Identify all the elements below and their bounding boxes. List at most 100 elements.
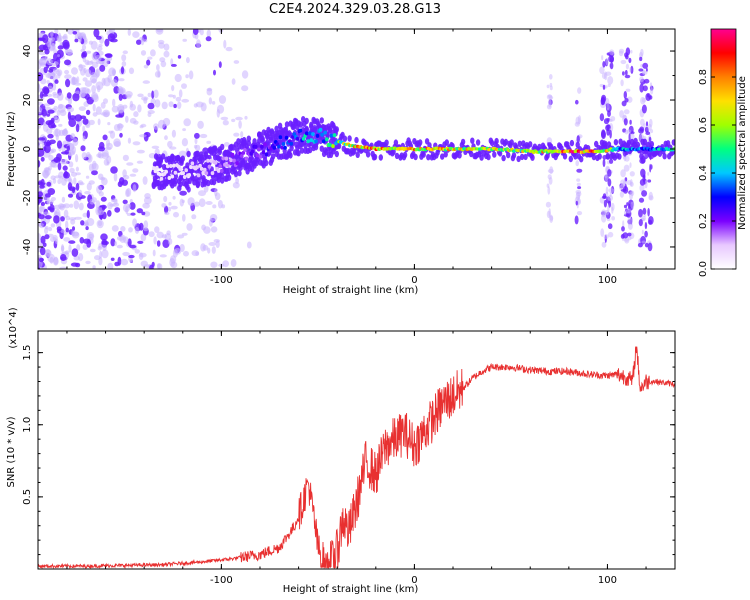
noise-mark <box>81 152 87 160</box>
noise-mark <box>170 58 174 66</box>
artifact-mark <box>642 207 647 215</box>
noise-mark <box>39 91 44 99</box>
noise-mark <box>74 216 82 220</box>
ridge-halo <box>185 183 190 190</box>
artifact-mark <box>576 182 581 187</box>
noise-mark <box>53 215 60 224</box>
artifact-mark <box>605 186 609 195</box>
noise-mark <box>48 226 53 232</box>
noise-mark <box>86 182 92 191</box>
ridge-halo <box>443 151 448 158</box>
noise-mark <box>136 208 143 214</box>
ridge-core <box>309 138 314 143</box>
noise-mark <box>42 34 49 44</box>
ridge-core <box>329 133 334 138</box>
noise-mark <box>128 67 135 75</box>
ridge-core <box>223 162 227 167</box>
ridge-core <box>229 158 233 163</box>
noise-mark <box>238 120 242 129</box>
page-title: C2E4.2024.329.03.28.G13 <box>268 2 442 17</box>
ridge-halo <box>501 154 506 162</box>
noise-mark <box>59 109 67 117</box>
noise-mark <box>75 166 79 172</box>
ridge-halo <box>246 140 251 147</box>
noise-mark <box>48 69 54 73</box>
ridge-core <box>263 142 267 147</box>
artifact-mark <box>641 229 644 235</box>
noise-mark <box>65 227 70 233</box>
ridge-core <box>304 131 309 136</box>
ridge-halo <box>288 152 293 159</box>
ridge-core <box>315 133 320 138</box>
noise-mark <box>104 53 112 57</box>
ridge-halo <box>313 144 319 151</box>
artifact-mark <box>549 215 554 221</box>
artifact-mark <box>639 76 644 83</box>
artifact-mark <box>645 131 651 136</box>
noise-mark <box>41 93 48 97</box>
artifact-mark <box>607 83 611 87</box>
ridge-core <box>165 164 170 169</box>
x-tick-label: -100 <box>210 575 233 586</box>
artifact-mark <box>577 186 582 190</box>
ridge-core <box>283 145 287 150</box>
ridge-core <box>209 158 213 163</box>
noise-mark <box>47 98 55 105</box>
ridge-core <box>243 148 247 152</box>
ridge-core <box>220 168 224 173</box>
artifact-mark <box>549 166 554 175</box>
artifact-mark <box>624 74 631 79</box>
noise-mark <box>38 232 42 242</box>
artifact-mark <box>643 123 646 129</box>
noise-mark <box>113 141 121 147</box>
ridge-core <box>170 174 175 179</box>
noise-mark <box>68 244 72 253</box>
ridge-core <box>187 173 192 177</box>
noise-mark <box>137 104 142 113</box>
noise-mark <box>62 33 68 42</box>
noise-mark <box>104 38 110 47</box>
noise-mark <box>156 231 164 239</box>
ridge-halo <box>319 117 324 124</box>
artifact-mark <box>629 119 632 125</box>
artifact-mark <box>642 70 648 75</box>
noise-mark <box>85 226 89 231</box>
artifact-mark <box>575 99 579 105</box>
noise-mark <box>42 242 47 247</box>
noise-mark <box>78 189 83 198</box>
noise-mark <box>166 230 171 236</box>
noise-mark <box>125 94 132 99</box>
noise-mark <box>167 238 173 245</box>
noise-mark <box>69 167 75 173</box>
ridge-core <box>295 136 300 141</box>
noise-mark <box>143 64 149 69</box>
noise-mark <box>136 149 145 154</box>
artifact-mark <box>577 87 582 94</box>
ridge-core <box>207 164 212 169</box>
ridge-core <box>169 164 173 168</box>
artifact-mark <box>639 56 643 62</box>
ridge-halo <box>618 138 623 145</box>
noise-mark <box>46 181 52 187</box>
noise-mark <box>44 226 49 230</box>
ridge-core <box>235 161 239 166</box>
ridge-halo <box>657 150 663 157</box>
artifact-mark <box>627 232 632 237</box>
ridge-halo <box>494 137 499 145</box>
noise-mark <box>121 54 127 62</box>
noise-mark <box>212 204 217 209</box>
ridge-core <box>221 156 226 161</box>
artifact-mark <box>609 129 612 139</box>
noise-mark <box>230 259 237 268</box>
ridge-halo <box>233 170 239 178</box>
ridge-core <box>331 144 335 149</box>
noise-mark <box>99 250 103 259</box>
artifact-mark <box>638 208 643 218</box>
noise-mark <box>169 258 176 267</box>
noise-mark <box>98 191 104 197</box>
ridge-halo <box>267 149 272 156</box>
noise-mark <box>240 131 244 138</box>
noise-mark <box>150 98 156 105</box>
y-tick-label: 1.0 <box>22 417 33 433</box>
noise-mark <box>109 130 116 139</box>
